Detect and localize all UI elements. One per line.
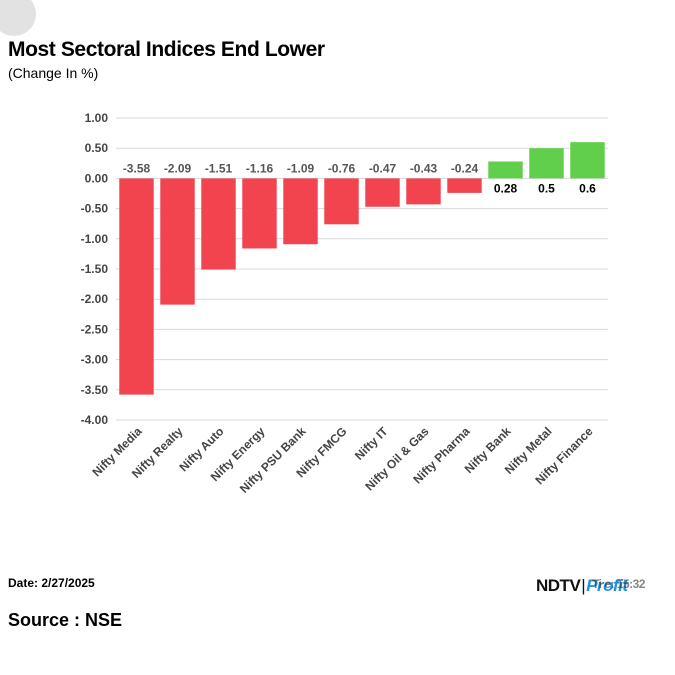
y-tick-label: -3.00 (81, 353, 109, 367)
bar (119, 178, 154, 395)
data-label: -0.76 (328, 161, 356, 175)
bar (201, 178, 236, 270)
data-label: -1.51 (205, 161, 233, 175)
chart-title: Most Sectoral Indices End Lower (8, 38, 325, 61)
data-label: -0.24 (451, 161, 479, 175)
y-tick-label: -3.50 (81, 383, 109, 397)
y-tick-label: -0.50 (81, 202, 109, 216)
bar (324, 178, 359, 225)
ndtv-profit-logo: NDTV|Profit Ti e: 15:32 (536, 576, 645, 595)
y-tick-label: -4.00 (81, 413, 109, 427)
data-label: 0.28 (494, 181, 518, 195)
data-label: -2.09 (164, 161, 192, 175)
bar-chart: 1.00 0.50 0.00 -0.50 -1.00 -1.50 -2.00 -2.50 -3.… (81, 111, 608, 496)
bar (283, 178, 318, 245)
data-label: -3.58 (123, 161, 151, 175)
y-tick-label: 0.50 (85, 141, 109, 155)
data-label: 0.5 (538, 181, 555, 195)
logo-profit-text: Profit (586, 576, 628, 595)
data-label: 0.6 (579, 181, 596, 195)
source-label: Source : NSE (8, 610, 123, 630)
bar (529, 148, 564, 179)
data-label: -1.09 (287, 161, 315, 175)
time-fragment: Ti e: 15:32 (592, 577, 645, 591)
y-tick-label: -1.50 (81, 262, 109, 276)
bar (447, 178, 482, 193)
bar (160, 178, 195, 305)
y-tick-label: 1.00 (85, 111, 109, 125)
data-label: -1.16 (246, 161, 274, 175)
bar (365, 178, 400, 207)
y-tick-label: -2.50 (81, 322, 109, 336)
data-label: -0.47 (369, 161, 397, 175)
bar (570, 142, 605, 179)
x-category-label: Nifty IT (352, 424, 391, 463)
bar (406, 178, 441, 205)
bar (242, 178, 277, 249)
chart-subtitle: (Change In %) (8, 65, 99, 81)
y-tick-label: -1.00 (81, 232, 109, 246)
bar (488, 161, 523, 179)
y-tick-label: 0.00 (85, 171, 109, 185)
y-tick-label: -2.00 (81, 292, 109, 306)
date-label: Date: 2/27/2025 (8, 576, 95, 590)
logo-ndtv-text: NDTV (536, 576, 581, 595)
data-label: -0.43 (410, 161, 438, 175)
